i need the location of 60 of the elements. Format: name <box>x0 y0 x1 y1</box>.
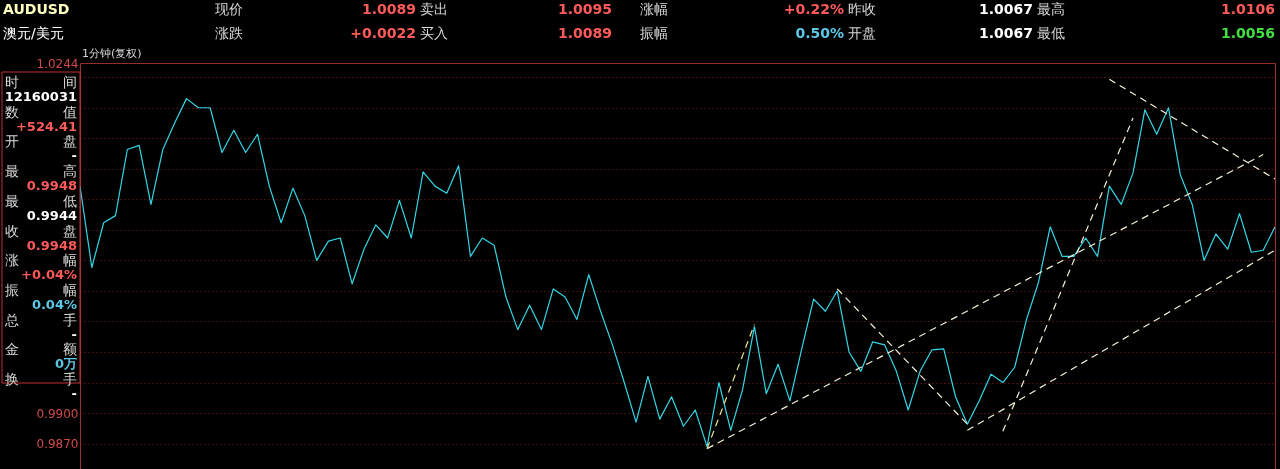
text: 0.9944 <box>26 207 77 223</box>
text: 数 <box>5 103 19 120</box>
text: 卖出 <box>420 1 448 17</box>
text: 额 <box>63 341 77 358</box>
text: 金 <box>5 341 19 358</box>
text: 振幅 <box>640 25 668 41</box>
text: - <box>71 326 77 342</box>
text: 1.0067 <box>978 25 1033 41</box>
text: 1.0089 <box>361 1 416 17</box>
text: 0.9948 <box>26 178 77 194</box>
text: +0.0022 <box>350 25 416 41</box>
line-series <box>80 98 1275 448</box>
text: 1.0067 <box>978 1 1033 17</box>
text: +524.41 <box>15 118 77 134</box>
text: 低 <box>63 192 77 209</box>
text: 最高 <box>1037 1 1065 17</box>
text: 收 <box>5 222 19 239</box>
text: AUDUSD <box>3 1 70 17</box>
text: 买入 <box>420 25 448 41</box>
text: 振 <box>5 281 19 298</box>
chart-subtitle: 1分钟(复权) <box>82 47 142 60</box>
text: 间 <box>63 74 77 90</box>
text: 0.50% <box>795 25 844 41</box>
text: 时 <box>5 74 19 90</box>
y-tick-label: 0.9900 <box>36 406 79 421</box>
text: 0万 <box>54 356 77 372</box>
text: 12160031 <box>4 89 77 104</box>
text: 最 <box>5 163 19 180</box>
text: 澳元/美元 <box>3 25 64 41</box>
text: 手 <box>63 311 77 328</box>
text: +0.04% <box>21 267 77 283</box>
text: 开盘 <box>848 25 876 41</box>
y-tick-label: 1.0244 <box>36 56 79 71</box>
text: 1.0095 <box>557 1 612 17</box>
text: 幅 <box>63 252 77 269</box>
text: - <box>71 148 77 164</box>
text: 幅 <box>63 281 77 298</box>
text: 开 <box>5 133 19 150</box>
text: - <box>71 386 77 401</box>
text: 涨跌 <box>215 25 243 41</box>
text: 1.0106 <box>1220 1 1275 17</box>
text: 1.0089 <box>557 25 612 41</box>
text: 值 <box>63 103 77 120</box>
text: 最 <box>5 192 19 209</box>
text: 总 <box>4 311 19 328</box>
text: 昨收 <box>848 1 876 17</box>
text: 0.9948 <box>26 237 77 253</box>
text: 高 <box>63 163 77 180</box>
text: 涨幅 <box>640 1 668 17</box>
text: 盘 <box>63 133 77 150</box>
y-tick-label: 0.9870 <box>36 437 79 452</box>
text: 最低 <box>1037 25 1065 41</box>
text: 1.0056 <box>1220 25 1275 41</box>
text: +0.22% <box>783 1 844 17</box>
text: 现价 <box>215 1 243 17</box>
text: 0.04% <box>31 296 77 312</box>
text: 盘 <box>63 222 77 239</box>
text: 涨 <box>5 252 19 269</box>
text: 手 <box>63 371 77 387</box>
text: 换 <box>5 371 19 387</box>
